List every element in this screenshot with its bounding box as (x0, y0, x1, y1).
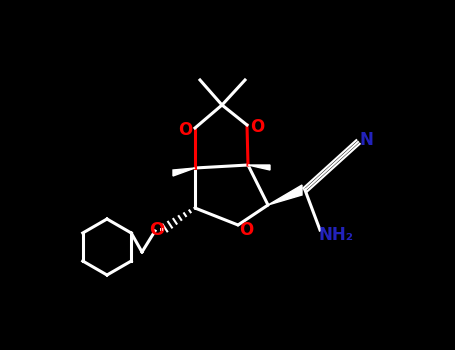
Text: '': '' (159, 227, 165, 237)
Polygon shape (248, 165, 270, 170)
Polygon shape (268, 185, 302, 205)
Text: O: O (178, 121, 192, 139)
Text: O: O (250, 118, 264, 136)
Text: O: O (149, 221, 165, 239)
Text: NH₂: NH₂ (318, 226, 354, 244)
Text: O: O (239, 221, 253, 239)
Polygon shape (173, 168, 195, 176)
Text: N: N (359, 131, 373, 149)
